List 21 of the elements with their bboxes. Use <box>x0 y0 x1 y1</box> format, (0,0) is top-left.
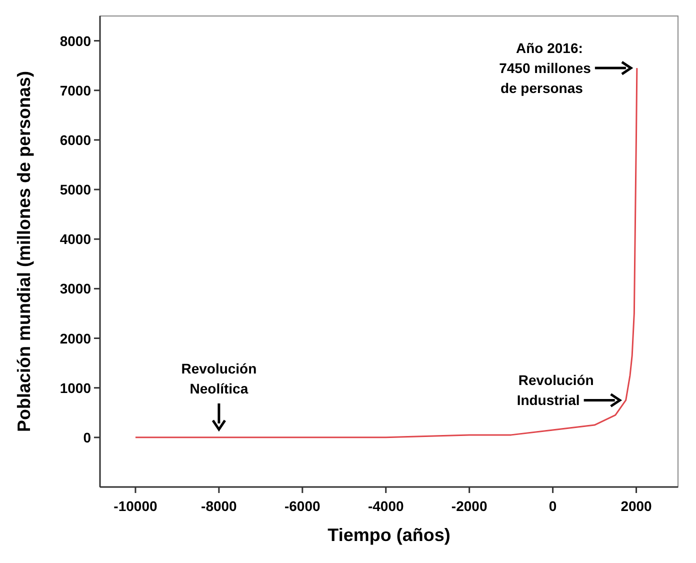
y-axis-title: Población mundial (millones de personas) <box>14 70 34 432</box>
y-tick-label: 8000 <box>60 32 92 49</box>
x-tick-label: 0 <box>548 498 557 514</box>
annotation: Revolución Industrial <box>516 372 594 408</box>
x-tick-label: 2000 <box>620 498 652 514</box>
x-tick-label: -8000 <box>201 498 238 514</box>
x-tick-label: -4000 <box>368 498 404 514</box>
y-tick-label: 5000 <box>60 182 92 198</box>
x-axis-title: Tiempo (años) <box>328 525 450 545</box>
y-tick-label: 1000 <box>60 380 92 396</box>
x-tick-label: -6000 <box>284 498 321 514</box>
y-tick-label: 0 <box>83 429 92 446</box>
y-tick-label: 7000 <box>60 82 92 98</box>
y-tick-label: 6000 <box>60 132 92 148</box>
annotation: Revolución Neolítica <box>181 360 257 396</box>
x-tick-label: -2000 <box>451 498 488 514</box>
y-tick-label: 3000 <box>60 280 92 297</box>
y-tick-label: 4000 <box>60 231 92 248</box>
x-tick-label: -10000 <box>114 498 158 514</box>
annotation: Año 2016: 7450 millones de personas <box>499 40 592 96</box>
y-tick-label: 2000 <box>60 330 92 346</box>
